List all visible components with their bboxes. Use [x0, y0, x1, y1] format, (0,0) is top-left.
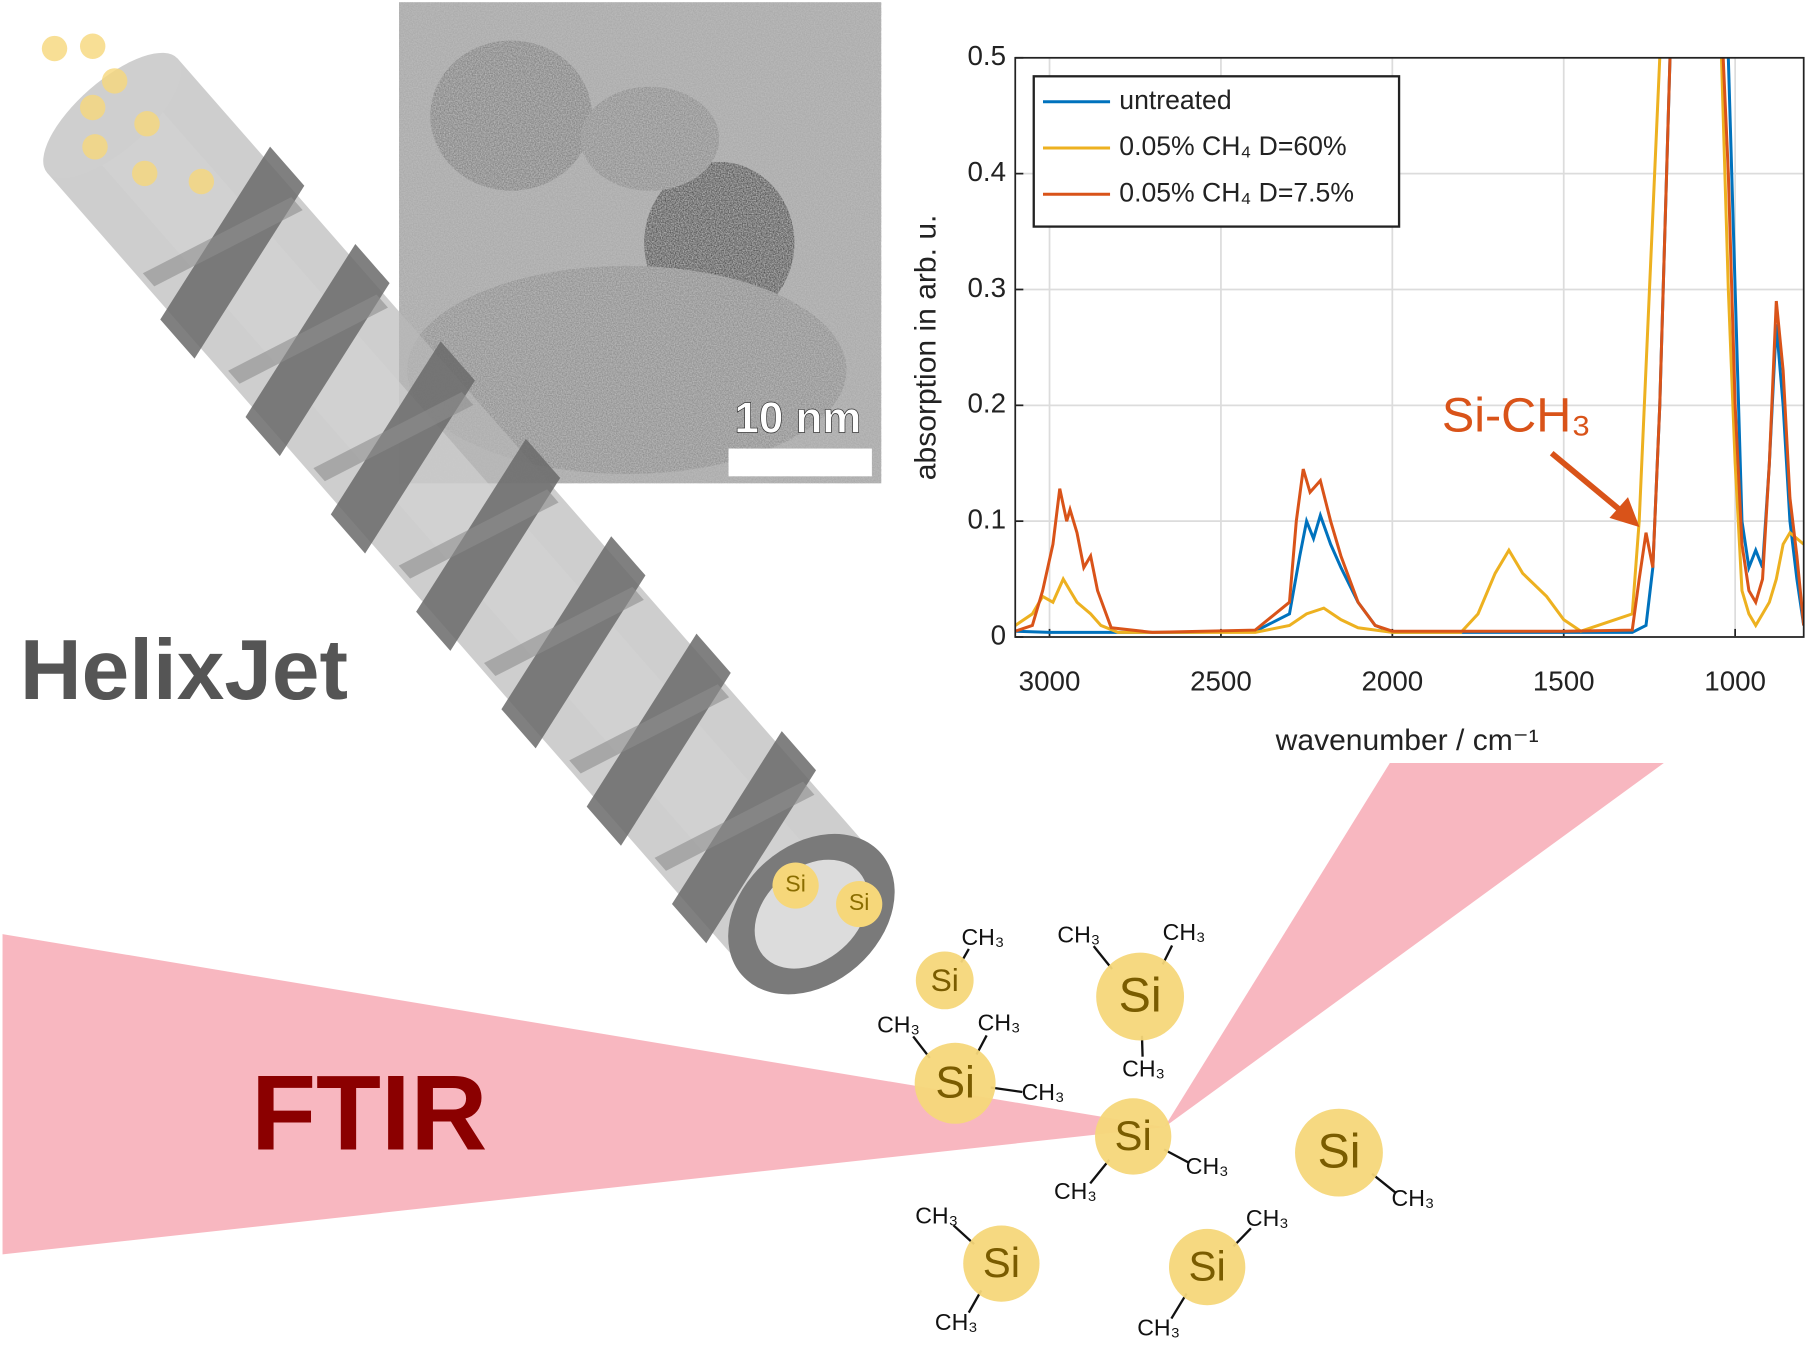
helixjet-tube: [43, 52, 895, 995]
arrow-head: [1609, 497, 1640, 528]
particle: [131, 160, 158, 187]
si-particle: [836, 880, 883, 928]
ir-beam: [1164, 763, 1664, 1128]
ch3-label: CH₃: [1137, 1315, 1180, 1341]
y-tick-label: 0.3: [967, 272, 1006, 303]
bond: [1089, 1159, 1111, 1185]
particle: [101, 68, 128, 94]
legend-label: 0.05% CH₄ D=7.5%: [1119, 177, 1354, 207]
si-label: Si: [1189, 1242, 1226, 1289]
si-particle: [772, 862, 819, 909]
si-atom: [1095, 1098, 1172, 1175]
si-atom: [1096, 952, 1185, 1041]
ch3-label: CH₃: [1054, 1178, 1097, 1204]
x-tick-label: 3000: [1019, 666, 1081, 697]
x-axis-label: wavenumber / cm⁻¹: [1275, 724, 1539, 757]
ch3-label: CH₃: [915, 1202, 958, 1228]
ch3-label: CH₃: [1163, 919, 1206, 945]
helix-band-back: [313, 391, 474, 482]
helix-band: [245, 243, 390, 457]
y-tick-label: 0: [991, 619, 1006, 650]
helix-band: [671, 731, 817, 944]
x-tick-label: 2000: [1361, 666, 1423, 697]
ch3-label: CH₃: [1022, 1079, 1065, 1105]
tem-image: 10 nm: [399, 2, 882, 484]
si-atom: [963, 1225, 1040, 1302]
ch3-label: CH₃: [1246, 1205, 1289, 1231]
series-line: [1015, 57, 1804, 634]
bond: [990, 1086, 1023, 1094]
helix-band-back: [569, 684, 730, 774]
si-atom: [1169, 1228, 1246, 1306]
si-label: Si: [785, 871, 806, 897]
y-tick-label: 0.5: [967, 40, 1006, 71]
si-label: Si: [931, 962, 959, 998]
ch3-label: CH₃: [1122, 1056, 1165, 1082]
legend-label: 0.05% CH₄ D=60%: [1119, 131, 1346, 161]
legend-label: untreated: [1119, 85, 1231, 115]
particle: [188, 168, 215, 195]
si-atom: [915, 951, 974, 1010]
ch3-label: CH₃: [877, 1012, 920, 1038]
series-line: [1015, 57, 1804, 634]
si-label: Si: [1317, 1125, 1360, 1179]
si-label: Si: [983, 1239, 1020, 1286]
helix-band: [330, 341, 475, 554]
helix-band: [416, 438, 561, 651]
helix-band: [586, 633, 731, 846]
si-atom: [1295, 1108, 1383, 1197]
series-group: [1015, 57, 1804, 634]
helix-band: [501, 536, 646, 749]
helix-band-back: [142, 197, 303, 287]
ch3-label: CH₃: [978, 1009, 1021, 1035]
y-tick-label: 0.2: [967, 388, 1006, 419]
annotation: Si-CH₃: [1442, 388, 1591, 442]
ch3-label: CH₃: [1186, 1153, 1229, 1179]
particle: [79, 94, 106, 121]
particle: [41, 35, 68, 62]
helix-band-back: [483, 586, 644, 677]
si-label: Si: [935, 1058, 975, 1107]
x-tick-label: 1500: [1533, 666, 1595, 697]
axes-frame: [1014, 56, 1805, 638]
ftir-label: FTIR: [251, 1054, 487, 1173]
ch3-label: CH₃: [935, 1309, 978, 1335]
bond: [1371, 1172, 1397, 1194]
y-tick-label: 0.1: [967, 503, 1006, 534]
y-axis-label: absorption in arb. u.: [909, 215, 942, 481]
chart: 3000 2500 2000 1500 1000 0 0.1 0.2 0.3 0.4 0.5 wave…: [909, 40, 1805, 757]
helix-band-back: [654, 781, 815, 871]
si-label: Si: [1115, 1112, 1152, 1159]
particle: [79, 33, 106, 59]
particle: [134, 110, 160, 137]
helix-band-back: [398, 489, 559, 579]
ir-beam: [2, 934, 1165, 1255]
scale-bar-label: 10 nm: [734, 393, 861, 442]
particle: [82, 134, 108, 160]
x-tick-label: 1000: [1704, 666, 1766, 697]
x-tick-label: 2500: [1190, 666, 1252, 697]
ch3-label: CH₃: [1392, 1185, 1435, 1211]
ch3-label: CH₃: [1057, 922, 1100, 948]
helix-band: [160, 146, 305, 359]
ch3-label: CH₃: [961, 924, 1004, 950]
annotation-arrow: [1549, 450, 1629, 518]
y-tick-label: 0.4: [967, 156, 1006, 187]
si-atom: [914, 1042, 996, 1124]
bond: [1170, 1292, 1188, 1320]
si-label: Si: [849, 889, 870, 915]
helixjet-title: HelixJet: [20, 623, 348, 718]
si-label: Si: [1119, 969, 1162, 1023]
helix-band-back: [228, 294, 388, 384]
bond: [1092, 945, 1113, 970]
